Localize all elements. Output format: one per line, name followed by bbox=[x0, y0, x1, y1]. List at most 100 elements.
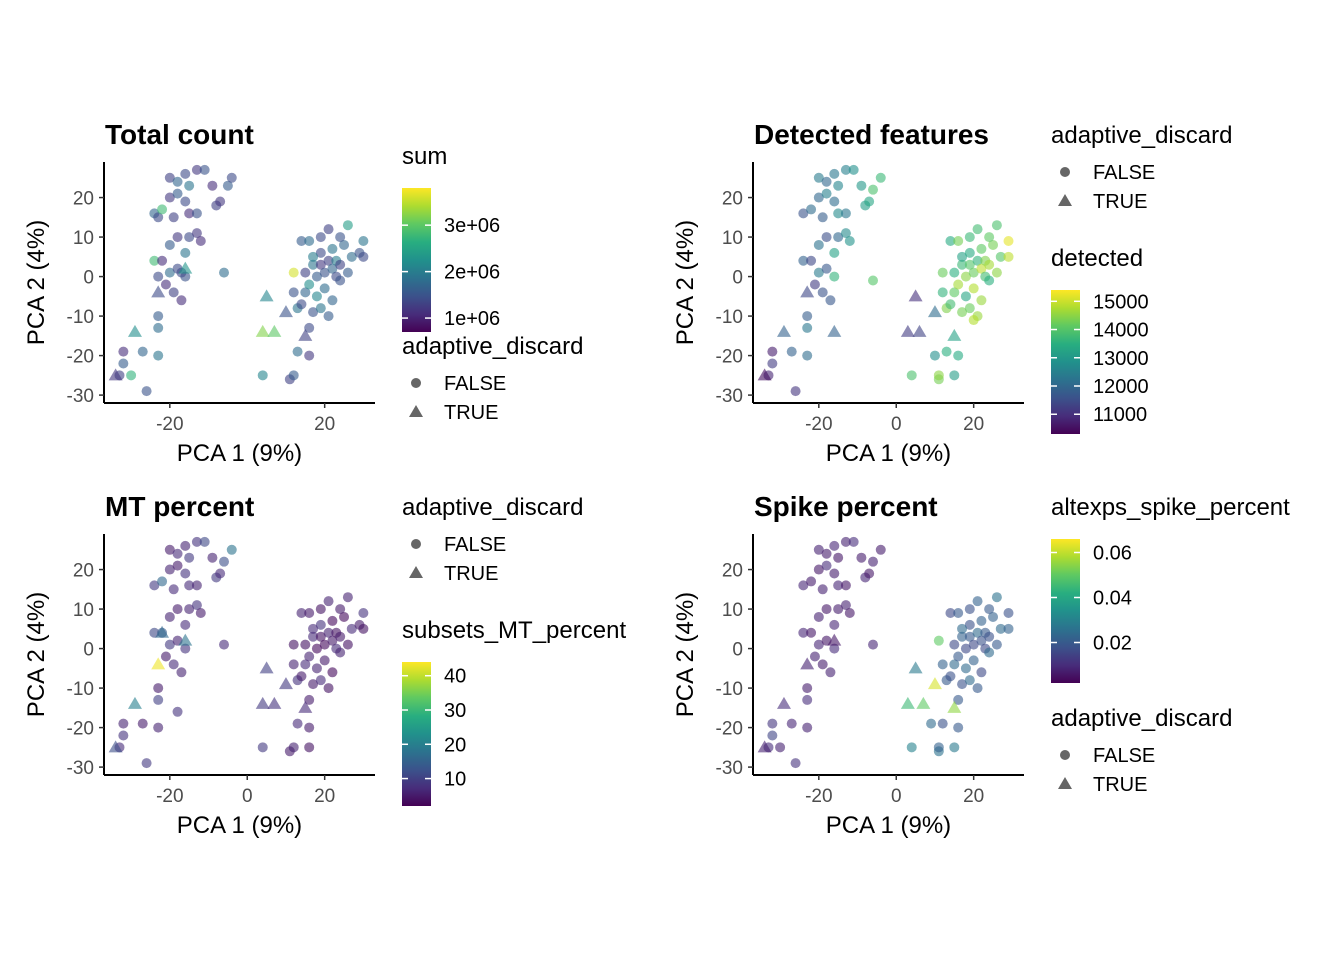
data-point-triangle bbox=[947, 700, 962, 713]
colorbar bbox=[1051, 539, 1080, 683]
x-tick-label: 20 bbox=[314, 414, 335, 435]
data-point-triangle bbox=[757, 740, 772, 753]
shape-legend-label: TRUE bbox=[1093, 774, 1147, 796]
data-point-circle bbox=[327, 295, 338, 306]
data-point-circle bbox=[342, 639, 353, 650]
data-point-circle bbox=[308, 623, 319, 634]
data-point-triangle bbox=[757, 368, 772, 381]
data-point-triangle bbox=[900, 696, 915, 709]
data-point-circle bbox=[829, 271, 840, 282]
data-point-triangle bbox=[259, 661, 274, 674]
data-point-circle bbox=[195, 608, 206, 619]
data-point-circle bbox=[821, 176, 832, 187]
data-point-circle bbox=[829, 247, 840, 258]
data-point-circle bbox=[319, 267, 330, 278]
data-point-circle bbox=[215, 196, 226, 207]
data-point-circle bbox=[176, 667, 187, 678]
data-point-circle bbox=[957, 623, 968, 634]
data-point-circle bbox=[813, 611, 824, 622]
data-point-triangle bbox=[298, 328, 313, 341]
data-point-circle bbox=[191, 580, 202, 591]
data-point-triangle bbox=[927, 677, 942, 690]
data-point-circle bbox=[817, 584, 828, 595]
data-point-circle bbox=[937, 287, 948, 298]
x-tick-label: 0 bbox=[891, 786, 902, 807]
data-point-circle bbox=[840, 580, 851, 591]
data-point-circle bbox=[802, 683, 813, 694]
data-point-circle bbox=[937, 718, 948, 729]
data-point-circle bbox=[323, 627, 334, 638]
data-point-circle bbox=[864, 196, 875, 207]
data-point-circle bbox=[153, 322, 164, 333]
data-point-circle bbox=[825, 667, 836, 678]
data-point-circle bbox=[806, 204, 817, 215]
data-point-circle bbox=[941, 346, 952, 357]
colorbar-tick-label: 10 bbox=[444, 769, 466, 791]
data-point-circle bbox=[118, 718, 129, 729]
scatter-panel-2: Detected features 20 10 0 -10 -20 -30 -20 0 20 PCA… bbox=[672, 119, 1232, 467]
data-point-circle bbox=[304, 722, 315, 733]
colorbar bbox=[402, 662, 431, 806]
data-point-circle bbox=[164, 544, 175, 555]
data-point-circle bbox=[976, 615, 987, 626]
data-point-circle bbox=[802, 722, 813, 733]
data-point-circle bbox=[984, 275, 995, 286]
panel-title: Detected features bbox=[754, 119, 989, 150]
colorbar-tick-label: 0.06 bbox=[1093, 543, 1132, 565]
shape-legend: adaptive_discard FALSE TRUE bbox=[402, 333, 583, 424]
data-point-circle bbox=[968, 283, 979, 294]
y-tick-label: 20 bbox=[722, 561, 743, 582]
data-point-circle bbox=[304, 350, 315, 361]
data-point-circle bbox=[339, 239, 350, 250]
shape-legend-title: adaptive_discard bbox=[402, 494, 583, 521]
x-tick-label: 0 bbox=[242, 786, 253, 807]
y-tick-label: 10 bbox=[722, 228, 743, 249]
data-point-circle bbox=[168, 287, 179, 298]
data-point-circle bbox=[821, 560, 832, 571]
data-point-circle bbox=[358, 608, 369, 619]
data-point-circle bbox=[945, 299, 956, 310]
data-point-circle bbox=[126, 370, 137, 381]
y-tick-label: 10 bbox=[722, 600, 743, 621]
data-point-circle bbox=[304, 608, 315, 619]
data-point-circle bbox=[929, 350, 940, 361]
data-point-circle bbox=[829, 196, 840, 207]
data-point-circle bbox=[964, 259, 975, 270]
data-point-circle bbox=[164, 564, 175, 575]
data-point-circle bbox=[798, 255, 809, 266]
data-point-triangle bbox=[776, 696, 791, 709]
data-point-circle bbox=[164, 611, 175, 622]
data-point-circle bbox=[308, 251, 319, 262]
data-point-circle bbox=[296, 299, 307, 310]
data-point-circle bbox=[991, 220, 1002, 231]
colorbar-tick-label: 12000 bbox=[1093, 376, 1149, 398]
data-point-triangle bbox=[776, 324, 791, 337]
data-point-circle bbox=[995, 623, 1006, 634]
data-point-circle bbox=[296, 236, 307, 247]
data-point-circle bbox=[327, 635, 338, 646]
data-point-triangle bbox=[108, 368, 123, 381]
data-point-circle bbox=[856, 180, 867, 191]
data-point-circle bbox=[327, 243, 338, 254]
data-point-circle bbox=[304, 694, 315, 705]
data-point-circle bbox=[149, 580, 160, 591]
data-point-circle bbox=[945, 236, 956, 247]
data-point-circle bbox=[172, 232, 183, 243]
data-point-circle bbox=[164, 239, 175, 250]
data-point-circle bbox=[767, 358, 778, 369]
data-point-circle bbox=[906, 742, 917, 753]
data-point-circle bbox=[226, 544, 237, 555]
data-point-circle bbox=[868, 556, 879, 567]
data-point-circle bbox=[960, 291, 971, 302]
data-point-triangle bbox=[916, 696, 931, 709]
data-point-circle bbox=[346, 623, 357, 634]
data-point-circle bbox=[358, 251, 369, 262]
data-point-circle bbox=[868, 275, 879, 286]
data-point-circle bbox=[191, 228, 202, 239]
data-point-circle bbox=[304, 742, 315, 753]
color-legend: sum 3e+06 2e+06 1e+06 bbox=[402, 143, 500, 332]
data-point-circle bbox=[976, 263, 987, 274]
data-point-circle bbox=[176, 295, 187, 306]
data-point-circle bbox=[168, 212, 179, 223]
data-point-circle bbox=[957, 259, 968, 270]
